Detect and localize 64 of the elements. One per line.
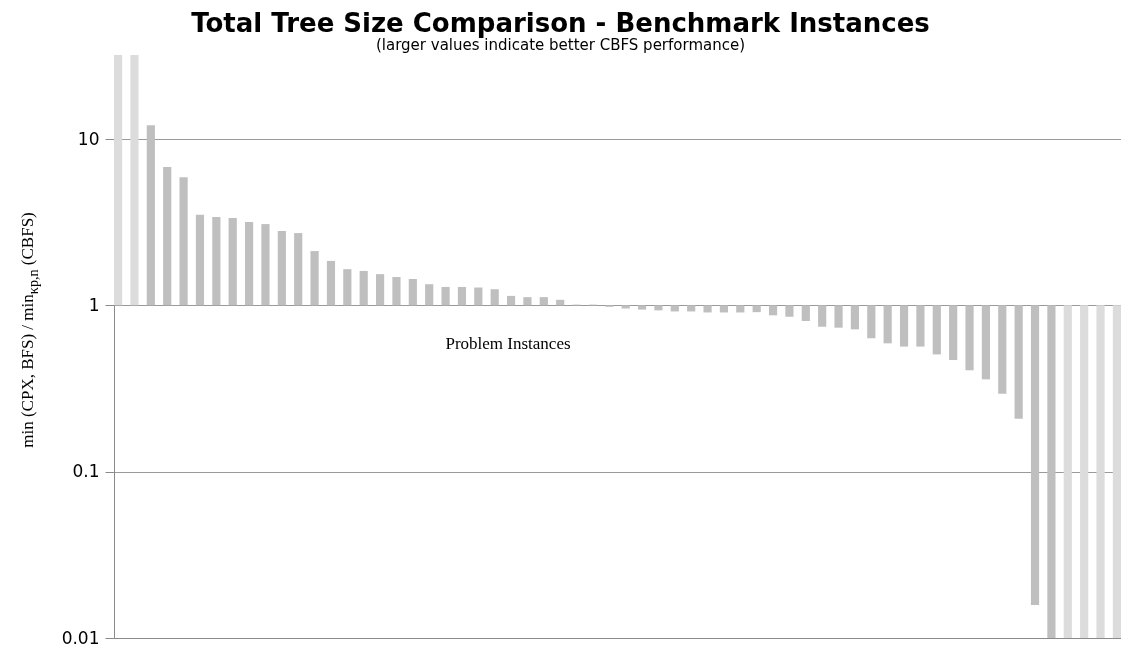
bar	[359, 270, 368, 306]
bar	[1080, 305, 1089, 638]
bar	[916, 305, 925, 347]
bar	[425, 284, 434, 306]
bar	[768, 305, 778, 316]
bar	[621, 305, 630, 309]
bar	[261, 224, 270, 306]
bar	[981, 305, 991, 380]
bar	[474, 287, 483, 306]
bar	[670, 305, 679, 312]
bar	[1096, 305, 1105, 638]
bar	[1047, 305, 1056, 638]
bar	[1063, 305, 1072, 638]
bar	[818, 305, 827, 327]
bar	[441, 286, 450, 306]
bar	[687, 305, 696, 312]
bar	[163, 166, 172, 306]
bar	[834, 305, 843, 328]
bar	[539, 297, 548, 306]
bar	[343, 269, 352, 306]
bar	[408, 279, 417, 306]
bar	[457, 286, 467, 306]
bar	[965, 305, 974, 371]
x-axis-title: Problem Instances	[445, 333, 571, 353]
y-tick-label: 0.01	[61, 627, 100, 647]
bar	[801, 305, 810, 322]
bar	[949, 305, 958, 361]
bar	[375, 274, 385, 306]
bar	[785, 305, 794, 317]
bar	[1030, 305, 1040, 605]
bar	[867, 305, 876, 339]
bar	[506, 295, 516, 306]
bar	[212, 216, 221, 306]
y-tick-label: 1	[88, 294, 100, 315]
y-tick-label: 10	[77, 128, 100, 149]
bar	[114, 55, 123, 306]
y-tick-label: 0.1	[72, 461, 100, 482]
bar	[637, 305, 647, 310]
bar	[228, 218, 237, 306]
bar	[703, 305, 712, 313]
bar	[899, 305, 909, 347]
bar	[998, 305, 1007, 394]
bar	[130, 55, 139, 306]
bar	[277, 230, 286, 306]
bar	[1112, 305, 1121, 638]
bar	[310, 251, 319, 306]
bar	[932, 305, 941, 355]
bar	[752, 305, 761, 313]
bar	[244, 222, 254, 306]
bar	[719, 305, 729, 313]
bar	[490, 289, 499, 306]
bar	[392, 277, 401, 306]
bar	[294, 233, 303, 306]
bar	[326, 260, 336, 306]
bar	[883, 305, 892, 344]
bar	[654, 305, 663, 311]
chart-title: Total Tree Size Comparison - Benchmark Instances	[191, 8, 930, 38]
bar	[850, 305, 860, 330]
bar	[736, 305, 745, 313]
bar	[523, 297, 532, 306]
bar	[179, 177, 188, 306]
bar	[1014, 305, 1023, 419]
bar	[146, 125, 155, 306]
bar	[195, 214, 205, 306]
